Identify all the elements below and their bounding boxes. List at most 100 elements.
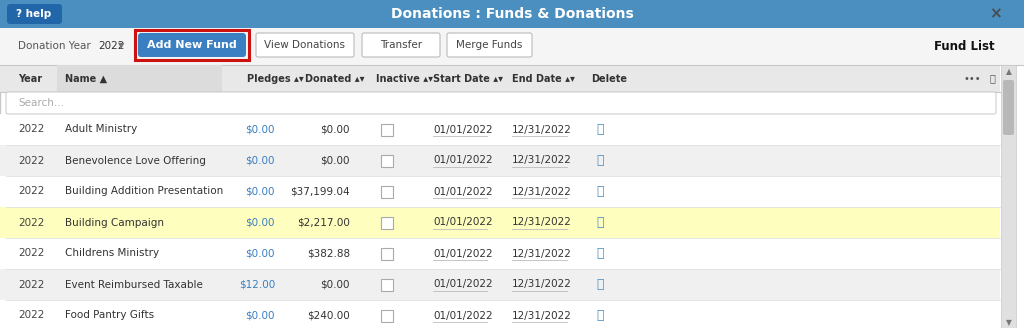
- Text: ▲: ▲: [1006, 68, 1012, 76]
- Text: 12/31/2022: 12/31/2022: [512, 217, 571, 228]
- Text: $240.00: $240.00: [307, 311, 350, 320]
- Text: Adult Ministry: Adult Ministry: [65, 125, 137, 134]
- Bar: [1016, 0, 1024, 328]
- Text: 2022: 2022: [98, 41, 124, 51]
- Text: End Date ▴▾: End Date ▴▾: [512, 73, 574, 84]
- Text: Start Date ▴▾: Start Date ▴▾: [433, 73, 503, 84]
- Text: 🗑: 🗑: [596, 278, 604, 291]
- Text: Benevolence Love Offering: Benevolence Love Offering: [65, 155, 206, 166]
- Bar: [0, 0, 1024, 28]
- Bar: [0, 176, 1000, 207]
- FancyBboxPatch shape: [362, 33, 440, 57]
- Bar: [381, 310, 393, 321]
- Text: Building Addition Presentation: Building Addition Presentation: [65, 187, 223, 196]
- Text: 2022: 2022: [18, 155, 44, 166]
- Bar: [0, 145, 1000, 176]
- Text: ×: ×: [988, 7, 1001, 22]
- Bar: [1001, 65, 1016, 328]
- Text: 🗑: 🗑: [596, 247, 604, 260]
- FancyBboxPatch shape: [1002, 80, 1014, 135]
- Text: 2022: 2022: [18, 311, 44, 320]
- Bar: [0, 65, 1000, 92]
- Bar: [381, 278, 393, 291]
- Text: $0.00: $0.00: [246, 155, 275, 166]
- Text: 2022: 2022: [18, 125, 44, 134]
- Bar: [0, 207, 1000, 238]
- Text: 12/31/2022: 12/31/2022: [512, 279, 571, 290]
- Text: $0.00: $0.00: [246, 187, 275, 196]
- Text: 🗑: 🗑: [596, 123, 604, 136]
- Text: Search...: Search...: [18, 98, 63, 108]
- Text: Inactive ▴▾: Inactive ▴▾: [376, 73, 433, 84]
- Text: 01/01/2022: 01/01/2022: [433, 311, 493, 320]
- Text: 01/01/2022: 01/01/2022: [433, 279, 493, 290]
- Text: $12.00: $12.00: [239, 279, 275, 290]
- Text: Building Campaign: Building Campaign: [65, 217, 164, 228]
- FancyBboxPatch shape: [256, 33, 354, 57]
- Bar: [381, 186, 393, 197]
- Text: 🗑: 🗑: [596, 216, 604, 229]
- Text: ▼: ▼: [118, 42, 125, 51]
- Text: ? help: ? help: [16, 9, 51, 19]
- Text: $37,199.04: $37,199.04: [291, 187, 350, 196]
- Text: 01/01/2022: 01/01/2022: [433, 125, 493, 134]
- Text: 2022: 2022: [18, 279, 44, 290]
- Text: 2022: 2022: [18, 187, 44, 196]
- Text: Delete: Delete: [591, 73, 627, 84]
- Text: 01/01/2022: 01/01/2022: [433, 187, 493, 196]
- Text: 01/01/2022: 01/01/2022: [433, 217, 493, 228]
- Text: Childrens Ministry: Childrens Ministry: [65, 249, 159, 258]
- Text: 01/01/2022: 01/01/2022: [433, 249, 493, 258]
- Text: •••: •••: [964, 73, 981, 84]
- Text: Event Reimbursed Taxable: Event Reimbursed Taxable: [65, 279, 203, 290]
- Text: 2022: 2022: [18, 249, 44, 258]
- Text: $0.00: $0.00: [321, 125, 350, 134]
- Text: $0.00: $0.00: [321, 155, 350, 166]
- Text: 12/31/2022: 12/31/2022: [512, 187, 571, 196]
- Text: Donations : Funds & Donations: Donations : Funds & Donations: [390, 7, 634, 21]
- Text: Add New Fund: Add New Fund: [147, 40, 237, 50]
- Text: 12/31/2022: 12/31/2022: [512, 125, 571, 134]
- Text: $2,217.00: $2,217.00: [297, 217, 350, 228]
- Text: Year: Year: [18, 73, 42, 84]
- FancyBboxPatch shape: [447, 33, 532, 57]
- Text: 12/31/2022: 12/31/2022: [512, 249, 571, 258]
- Text: 🗑: 🗑: [596, 309, 604, 322]
- Text: $0.00: $0.00: [246, 311, 275, 320]
- Text: ↻: ↻: [964, 7, 976, 22]
- Text: Pledges ▴▾: Pledges ▴▾: [247, 73, 304, 84]
- Text: Name ▲: Name ▲: [65, 73, 108, 84]
- FancyBboxPatch shape: [6, 92, 996, 114]
- Text: View Donations: View Donations: [264, 40, 345, 50]
- Bar: [0, 269, 1000, 300]
- Bar: [381, 124, 393, 135]
- Bar: [57, 65, 222, 92]
- Text: 12/31/2022: 12/31/2022: [512, 311, 571, 320]
- Text: Fund List: Fund List: [934, 39, 995, 52]
- Text: Donated ▴▾: Donated ▴▾: [305, 73, 365, 84]
- Bar: [0, 28, 1024, 65]
- Text: 🗑: 🗑: [596, 154, 604, 167]
- Text: 12/31/2022: 12/31/2022: [512, 155, 571, 166]
- Bar: [381, 154, 393, 167]
- Bar: [0, 114, 1000, 145]
- Text: 01/01/2022: 01/01/2022: [433, 155, 493, 166]
- Text: Donation Year: Donation Year: [18, 41, 91, 51]
- Bar: [0, 300, 1000, 328]
- Text: $0.00: $0.00: [246, 217, 275, 228]
- Text: Merge Funds: Merge Funds: [456, 40, 522, 50]
- Text: Transfer: Transfer: [380, 40, 422, 50]
- Text: $0.00: $0.00: [246, 249, 275, 258]
- Bar: [381, 248, 393, 259]
- Text: $0.00: $0.00: [321, 279, 350, 290]
- Text: $0.00: $0.00: [246, 125, 275, 134]
- Text: ▼: ▼: [1006, 318, 1012, 327]
- FancyBboxPatch shape: [7, 4, 62, 24]
- Text: 🔍: 🔍: [989, 73, 995, 84]
- Text: 2022: 2022: [18, 217, 44, 228]
- Bar: [381, 216, 393, 229]
- Bar: [135, 30, 249, 60]
- Text: $382.88: $382.88: [307, 249, 350, 258]
- Text: 🗑: 🗑: [596, 185, 604, 198]
- Bar: [0, 238, 1000, 269]
